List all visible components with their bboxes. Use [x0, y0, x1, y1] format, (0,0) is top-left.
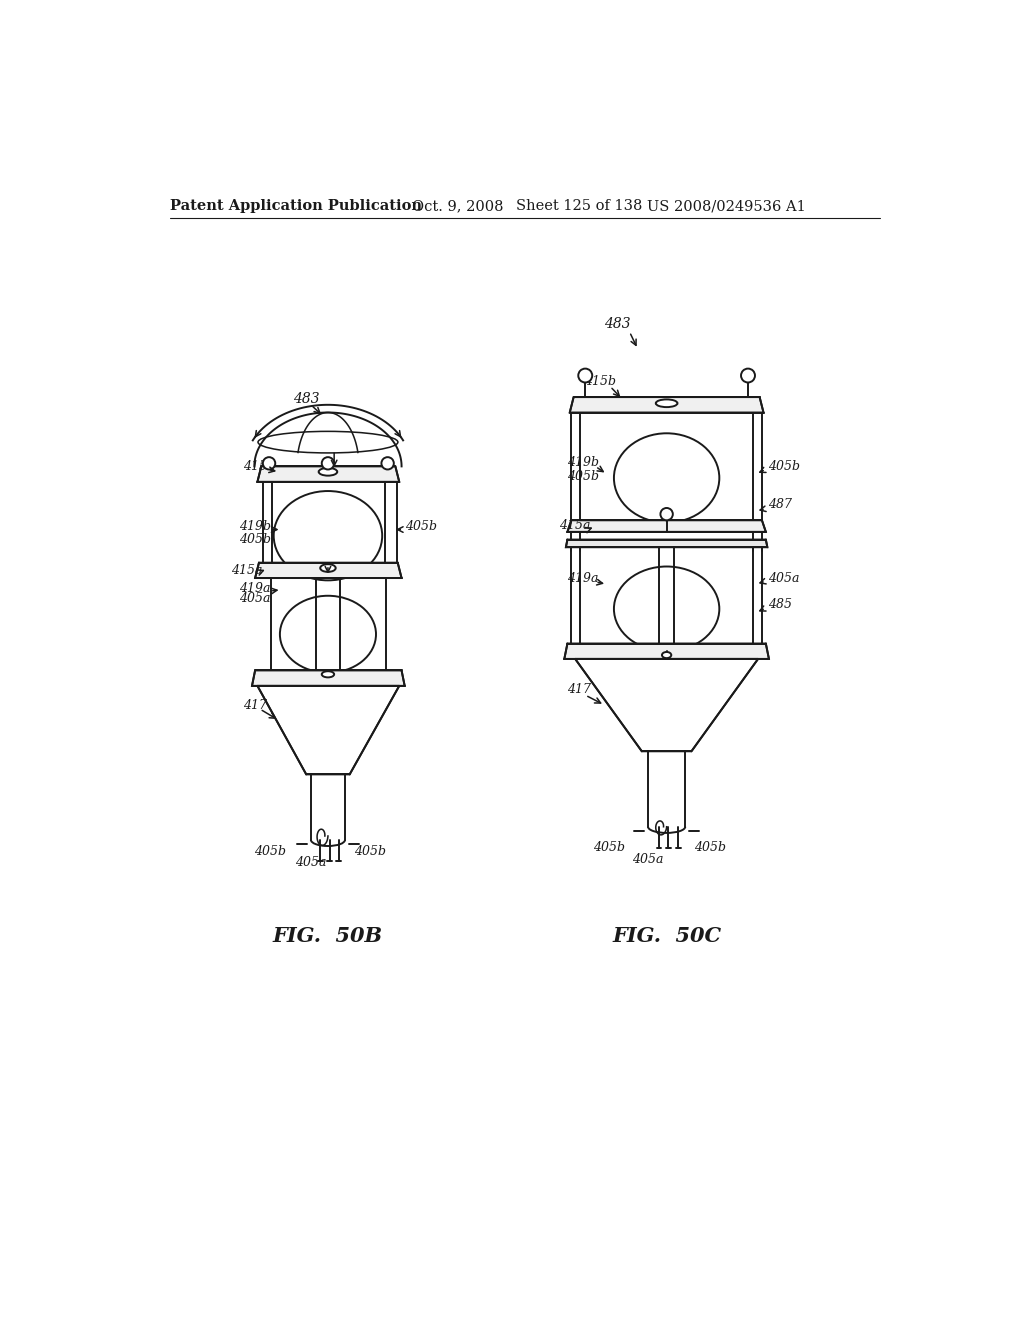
Ellipse shape [280, 595, 376, 673]
Text: 405b: 405b [406, 520, 437, 533]
Text: 417: 417 [566, 684, 591, 696]
Text: 405a: 405a [295, 857, 326, 870]
Text: FIG.  50C: FIG. 50C [612, 927, 721, 946]
Text: Oct. 9, 2008: Oct. 9, 2008 [413, 199, 504, 213]
Ellipse shape [741, 368, 755, 383]
Ellipse shape [614, 566, 719, 651]
Text: 419a: 419a [239, 582, 270, 594]
Ellipse shape [263, 457, 275, 470]
Text: 405b: 405b [768, 459, 800, 473]
Ellipse shape [322, 671, 334, 677]
Ellipse shape [614, 433, 719, 523]
Polygon shape [257, 466, 399, 482]
Text: 483: 483 [604, 317, 631, 331]
Ellipse shape [273, 491, 382, 581]
Text: 419b: 419b [566, 455, 599, 469]
Polygon shape [567, 520, 766, 532]
Text: 405b: 405b [354, 845, 386, 858]
Text: 415b: 415b [243, 459, 274, 473]
Text: 405a: 405a [632, 853, 664, 866]
Ellipse shape [381, 457, 394, 470]
Ellipse shape [579, 368, 592, 383]
Ellipse shape [660, 508, 673, 520]
Text: 405b: 405b [566, 470, 599, 483]
Polygon shape [252, 671, 404, 686]
Polygon shape [255, 562, 401, 578]
Polygon shape [569, 397, 764, 412]
Text: 415a: 415a [559, 519, 591, 532]
Text: 405b: 405b [693, 841, 726, 854]
Ellipse shape [321, 564, 336, 572]
Ellipse shape [655, 400, 678, 407]
Text: 415b: 415b [584, 375, 615, 388]
Text: 485: 485 [768, 598, 793, 611]
Text: Sheet 125 of 138: Sheet 125 of 138 [515, 199, 642, 213]
Polygon shape [257, 686, 399, 775]
Polygon shape [566, 540, 767, 548]
Ellipse shape [662, 652, 672, 659]
Text: 483: 483 [293, 392, 319, 405]
Text: 415a: 415a [231, 564, 262, 577]
Text: 405b: 405b [593, 841, 625, 854]
Text: 405b: 405b [254, 845, 286, 858]
Text: 487: 487 [768, 499, 793, 511]
Ellipse shape [322, 457, 334, 470]
Ellipse shape [318, 469, 337, 475]
Text: Patent Application Publication: Patent Application Publication [170, 199, 422, 213]
Text: 405a: 405a [768, 572, 800, 585]
Text: FIG.  50B: FIG. 50B [272, 927, 383, 946]
Text: 405b: 405b [239, 533, 270, 546]
Polygon shape [564, 644, 769, 659]
Polygon shape [575, 659, 758, 751]
Text: 419a: 419a [566, 572, 598, 585]
Text: 417: 417 [243, 698, 266, 711]
Text: US 2008/0249536 A1: US 2008/0249536 A1 [647, 199, 806, 213]
Text: 405a: 405a [239, 593, 270, 606]
Text: 419b: 419b [239, 520, 270, 533]
